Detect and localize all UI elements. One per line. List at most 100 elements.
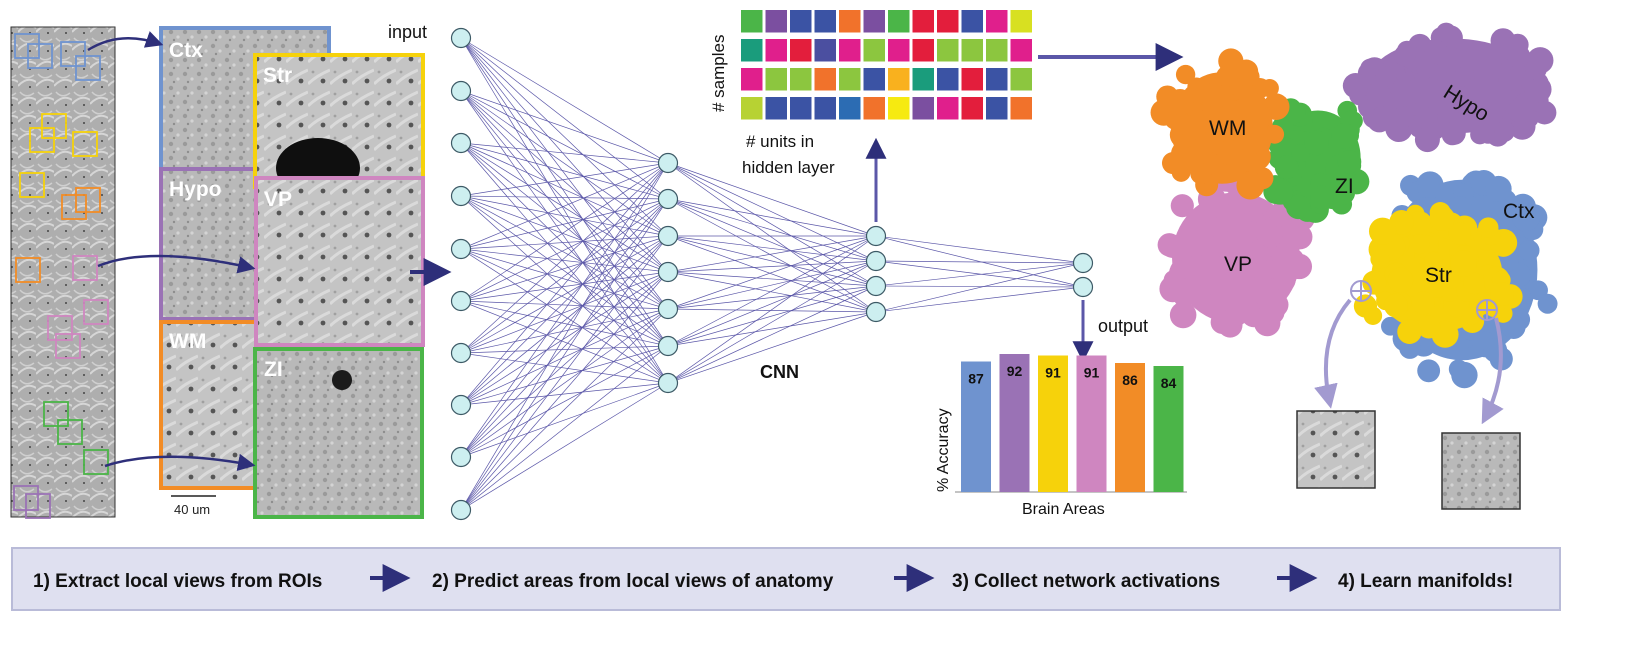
network-edge — [460, 37, 669, 347]
activation-cell — [888, 68, 910, 91]
activation-cell — [790, 10, 812, 33]
network-node — [865, 275, 887, 297]
network-node — [657, 298, 679, 320]
roi-box-vp — [47, 315, 73, 341]
manifold-label-str: Str — [1425, 264, 1452, 287]
activation-cell — [790, 68, 812, 91]
network-edge — [460, 248, 669, 347]
crop-arrow-ctx — [87, 31, 164, 52]
activation-cell — [888, 39, 910, 62]
roi-label-wm: WM — [169, 330, 206, 353]
accuracy-value-zi: 84 — [1161, 375, 1177, 391]
activation-cell — [741, 10, 763, 33]
network-edge — [460, 195, 669, 237]
network-node — [450, 27, 472, 49]
activation-grid — [741, 10, 1032, 120]
activation-cell — [839, 68, 861, 91]
network-edge — [667, 285, 877, 310]
network-edge — [460, 162, 669, 197]
activation-cell — [1010, 10, 1032, 33]
activation-cell — [986, 39, 1008, 62]
roi-box-wm — [61, 194, 87, 220]
roi-labels: Ctx Str Hypo VP WM ZI — [169, 39, 292, 381]
network-edge — [667, 235, 877, 262]
activation-cell — [961, 68, 983, 91]
step-2: 2) Predict areas from local views of ana… — [432, 571, 834, 592]
activation-x-label-2: hidden layer — [742, 158, 835, 177]
network-edge — [460, 195, 669, 347]
manifold-label-zi: ZI — [1335, 175, 1354, 198]
network-edge — [875, 262, 1084, 313]
network-node — [657, 335, 679, 357]
network-edge — [460, 235, 669, 250]
accuracy-value-str: 91 — [1045, 365, 1061, 381]
network-edge — [460, 195, 669, 310]
activation-cell — [986, 68, 1008, 91]
network-edge — [460, 162, 669, 458]
network-edge — [460, 37, 669, 164]
network-node — [657, 261, 679, 283]
network-edge — [460, 345, 669, 511]
network-edge — [460, 308, 669, 406]
activation-cell — [961, 97, 983, 120]
activation-cell — [790, 97, 812, 120]
network-node — [450, 394, 472, 416]
activation-cell — [765, 97, 787, 120]
manifold-cluster-hypo — [1342, 22, 1557, 153]
network-edge — [460, 162, 669, 354]
roi-box-ctx — [14, 33, 40, 59]
activation-cell — [912, 39, 934, 62]
scale-bar: 40 um — [171, 495, 216, 517]
network-edge — [460, 90, 669, 347]
roi-box-zi — [57, 419, 83, 445]
probe-right — [1476, 299, 1498, 321]
accuracy-bar-hypo — [999, 354, 1030, 492]
network-node — [450, 238, 472, 260]
activation-cell — [741, 68, 763, 91]
network-edge — [460, 308, 669, 458]
network-edge — [460, 235, 669, 354]
network-edge — [667, 162, 877, 287]
manifold-probes — [1296, 280, 1521, 510]
network-node — [657, 372, 679, 394]
activation-cell — [814, 10, 836, 33]
network-node — [865, 225, 887, 247]
network-edge — [460, 198, 669, 511]
network-edge — [460, 37, 669, 200]
roi-box-zi — [83, 449, 109, 475]
roi-box-vp — [55, 333, 81, 359]
activation-cell — [765, 68, 787, 91]
activation-cell — [888, 10, 910, 33]
network-edge — [460, 198, 669, 250]
network-edge — [460, 345, 669, 406]
network-edge — [875, 286, 1084, 313]
manifold-cluster-wm — [1150, 48, 1290, 200]
network-edge — [875, 262, 1084, 287]
accuracy-chart: 87 92 91 91 86 84 — [955, 354, 1187, 493]
network-edge — [460, 300, 669, 384]
network-edge — [460, 142, 669, 164]
accuracy-value-vp: 91 — [1084, 365, 1100, 381]
network-edge — [460, 198, 669, 302]
activation-cell — [790, 39, 812, 62]
accuracy-bar-vp — [1076, 355, 1107, 492]
network-edge — [460, 198, 669, 406]
network-edge — [460, 308, 669, 511]
activation-cell — [912, 10, 934, 33]
scale-bar-label: 40 um — [174, 502, 210, 517]
network-edge — [667, 162, 877, 237]
manifold-plot — [1150, 22, 1558, 389]
roi-boxes — [13, 33, 109, 519]
network-edge — [460, 382, 669, 458]
network-node — [450, 80, 472, 102]
network-node — [450, 499, 472, 521]
network-edge — [667, 260, 877, 384]
network-edge — [667, 235, 877, 313]
network-edge — [460, 382, 669, 406]
activation-cell — [1010, 97, 1032, 120]
network-edge — [667, 198, 877, 262]
network-edge — [460, 162, 669, 250]
manifold-label-vp: VP — [1224, 253, 1252, 276]
roi-box-str — [72, 131, 98, 157]
